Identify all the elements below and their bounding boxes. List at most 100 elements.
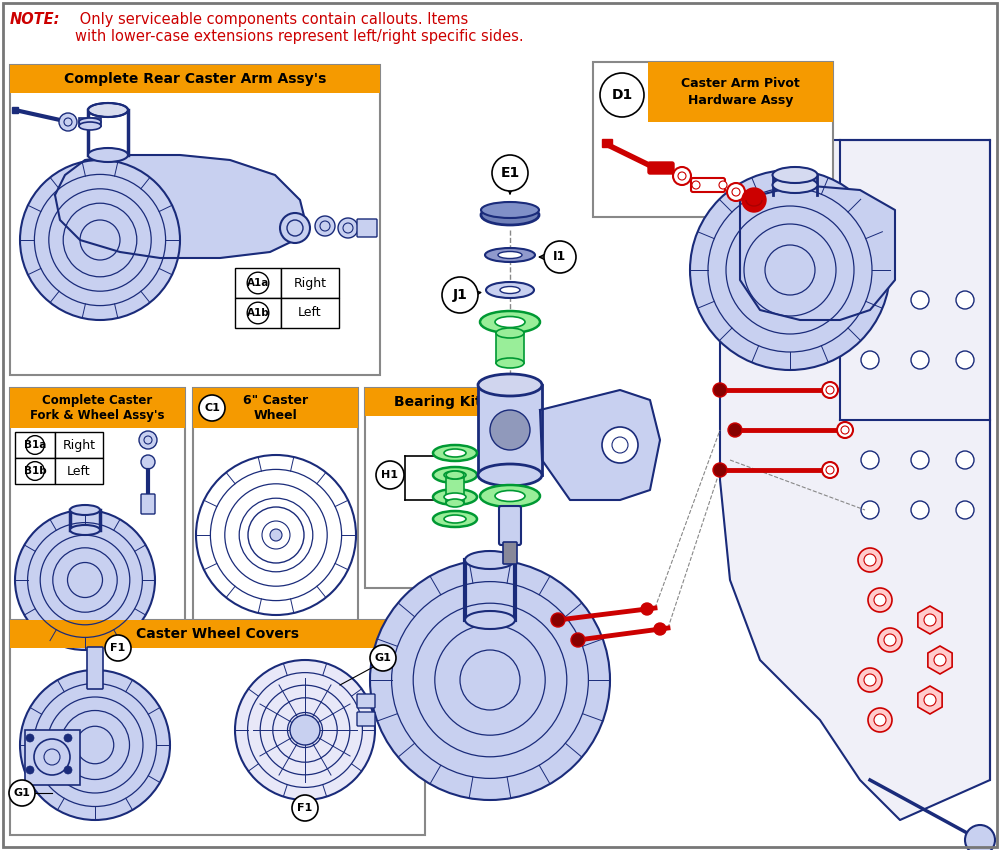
Ellipse shape xyxy=(772,167,818,183)
Circle shape xyxy=(20,160,180,320)
Bar xyxy=(365,388,510,588)
Circle shape xyxy=(874,594,886,606)
Ellipse shape xyxy=(692,181,700,189)
Text: Caster Arm Pivot
Hardware Assy: Caster Arm Pivot Hardware Assy xyxy=(681,77,800,107)
Ellipse shape xyxy=(495,490,525,502)
Circle shape xyxy=(602,427,638,463)
Text: E1: E1 xyxy=(500,166,520,180)
Circle shape xyxy=(544,241,576,273)
Circle shape xyxy=(262,521,290,549)
Circle shape xyxy=(965,825,995,850)
Circle shape xyxy=(713,383,727,397)
Text: J1: J1 xyxy=(453,288,467,302)
Text: Bearing Kit: Bearing Kit xyxy=(394,395,481,409)
Circle shape xyxy=(861,291,879,309)
Circle shape xyxy=(956,351,974,369)
Bar xyxy=(15,458,55,484)
Ellipse shape xyxy=(481,205,539,225)
Circle shape xyxy=(864,674,876,686)
Ellipse shape xyxy=(498,252,522,258)
Ellipse shape xyxy=(465,551,515,569)
Circle shape xyxy=(492,155,528,191)
Ellipse shape xyxy=(719,181,727,189)
Circle shape xyxy=(861,501,879,519)
Circle shape xyxy=(884,634,896,646)
Circle shape xyxy=(26,436,44,455)
Circle shape xyxy=(490,410,530,450)
Text: Complete Rear Caster Arm Assy's: Complete Rear Caster Arm Assy's xyxy=(64,72,326,86)
Circle shape xyxy=(822,382,838,398)
Circle shape xyxy=(727,183,745,201)
Ellipse shape xyxy=(70,505,100,515)
Bar xyxy=(10,65,380,93)
Circle shape xyxy=(654,623,666,635)
Circle shape xyxy=(370,645,396,671)
Circle shape xyxy=(199,395,225,421)
Ellipse shape xyxy=(433,467,477,483)
FancyBboxPatch shape xyxy=(141,494,155,514)
Bar xyxy=(446,475,464,503)
Circle shape xyxy=(34,739,70,775)
Ellipse shape xyxy=(433,511,477,527)
Bar xyxy=(193,388,358,428)
Circle shape xyxy=(376,461,404,489)
Polygon shape xyxy=(540,390,660,500)
Circle shape xyxy=(247,272,269,294)
Text: G1: G1 xyxy=(14,788,30,798)
Text: Right: Right xyxy=(62,439,96,451)
Circle shape xyxy=(26,766,34,774)
Ellipse shape xyxy=(79,118,101,126)
Circle shape xyxy=(15,510,155,650)
Circle shape xyxy=(732,188,740,196)
Ellipse shape xyxy=(478,374,542,396)
Bar xyxy=(235,268,281,298)
Circle shape xyxy=(956,451,974,469)
Bar xyxy=(10,388,185,428)
Text: I1: I1 xyxy=(553,251,567,264)
Bar xyxy=(593,62,833,217)
Circle shape xyxy=(26,462,44,480)
Ellipse shape xyxy=(70,525,100,535)
Text: Caster Wheel Covers: Caster Wheel Covers xyxy=(136,627,299,641)
FancyBboxPatch shape xyxy=(87,647,103,689)
Bar xyxy=(10,388,185,673)
Bar xyxy=(25,730,80,785)
Bar xyxy=(496,333,524,363)
Ellipse shape xyxy=(88,103,128,117)
Circle shape xyxy=(551,613,565,627)
Bar xyxy=(193,388,358,673)
Circle shape xyxy=(235,660,375,800)
Text: D1: D1 xyxy=(611,88,633,102)
Text: B1a: B1a xyxy=(24,440,46,450)
FancyBboxPatch shape xyxy=(357,694,375,708)
FancyBboxPatch shape xyxy=(691,178,725,192)
Circle shape xyxy=(837,422,853,438)
Circle shape xyxy=(673,167,691,185)
Circle shape xyxy=(139,431,157,449)
Ellipse shape xyxy=(446,471,464,479)
Bar xyxy=(281,268,339,298)
Circle shape xyxy=(911,501,929,519)
FancyBboxPatch shape xyxy=(648,162,674,174)
Text: NOTE:: NOTE: xyxy=(10,12,60,27)
Circle shape xyxy=(338,218,358,238)
Ellipse shape xyxy=(480,311,540,333)
Polygon shape xyxy=(720,140,990,820)
Circle shape xyxy=(270,529,282,541)
Circle shape xyxy=(874,714,886,726)
Circle shape xyxy=(868,588,892,612)
Bar xyxy=(602,139,612,147)
Circle shape xyxy=(861,451,879,469)
Text: C1: C1 xyxy=(204,403,220,413)
Circle shape xyxy=(141,455,155,469)
Text: 6" Caster
Wheel: 6" Caster Wheel xyxy=(243,394,308,422)
Ellipse shape xyxy=(444,493,466,501)
Circle shape xyxy=(571,633,585,647)
Ellipse shape xyxy=(444,449,466,457)
Circle shape xyxy=(911,291,929,309)
Bar xyxy=(281,298,339,328)
Circle shape xyxy=(26,734,34,742)
Circle shape xyxy=(292,795,318,821)
Bar xyxy=(10,620,425,648)
Circle shape xyxy=(64,734,72,742)
